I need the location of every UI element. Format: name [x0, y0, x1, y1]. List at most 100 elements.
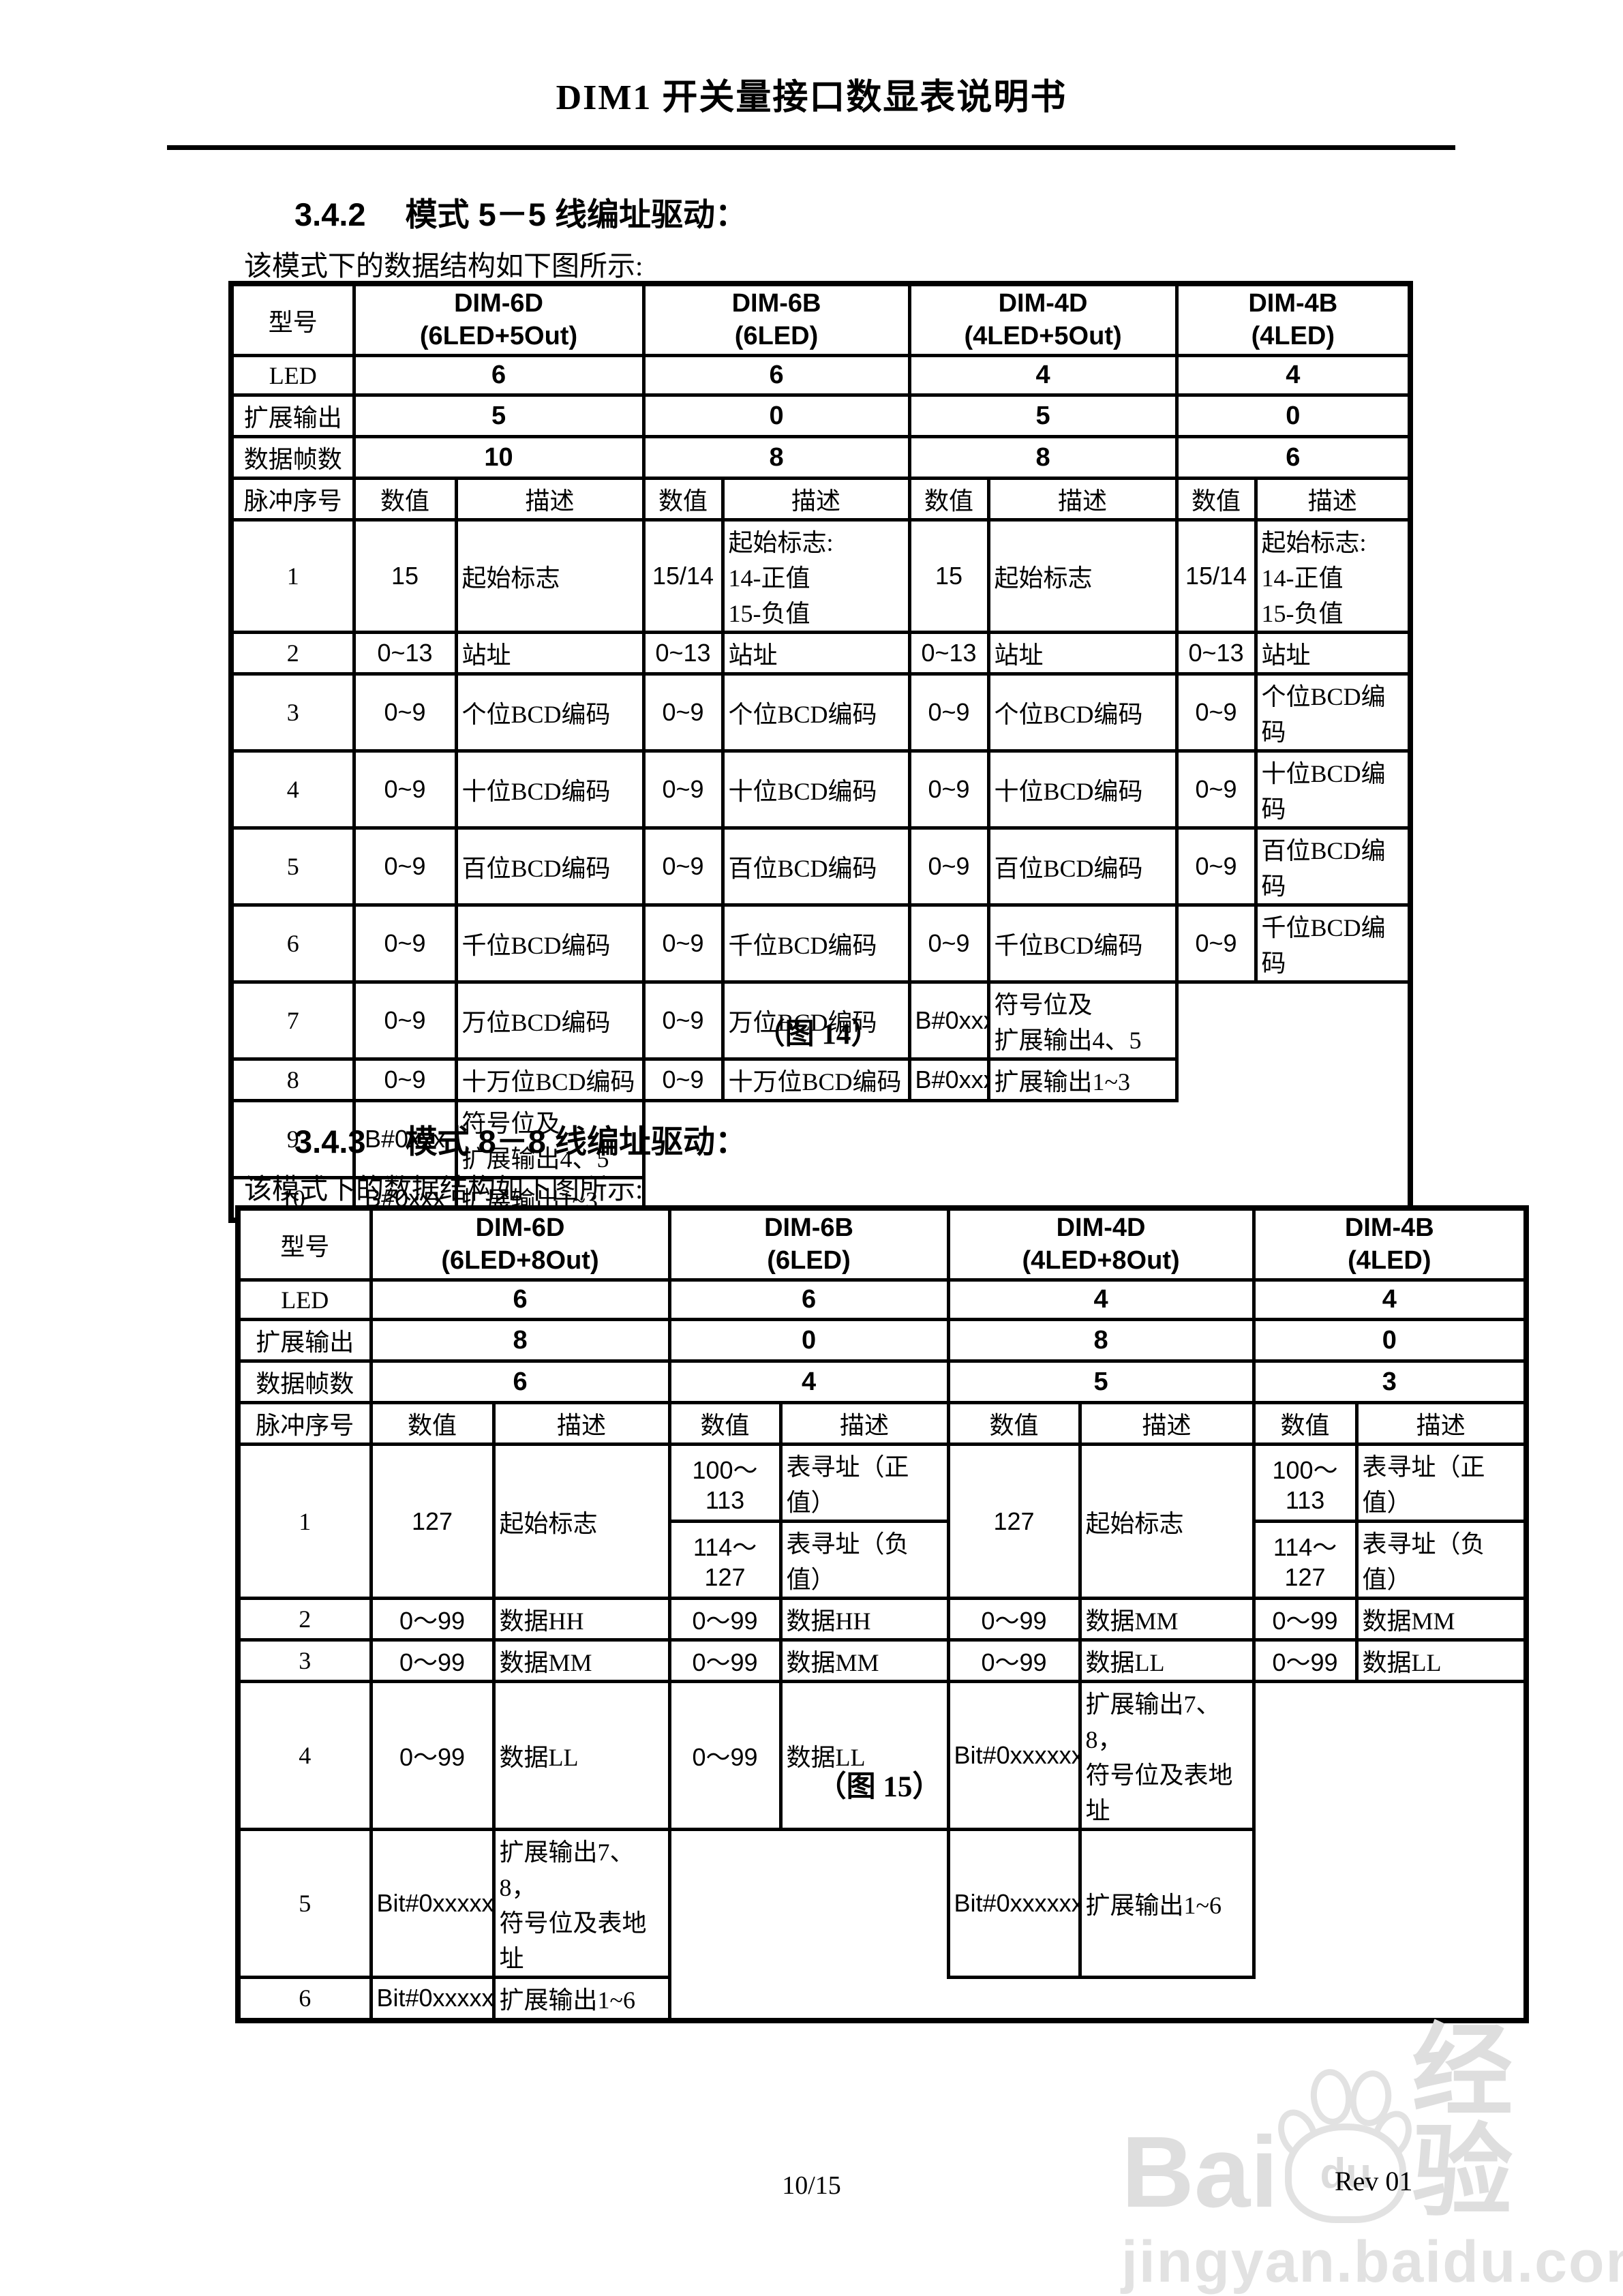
value-cell: 0~9 — [352, 1057, 458, 1102]
desc-cell: 千位BCD编码 — [454, 903, 646, 984]
spec-value: 5 — [946, 1359, 1256, 1404]
value-cell: B#0xxx — [907, 980, 990, 1061]
desc-cell: 数据MM — [778, 1638, 950, 1683]
spec-value: 6 — [369, 1278, 671, 1321]
value-cell: 0～99 — [946, 1597, 1082, 1642]
table-row: 1 127 起始标志 100～113 表寻址（正值） 127 起始标志 100～… — [236, 1442, 1528, 1600]
header-rule — [167, 145, 1455, 150]
seq-cell: 3 — [229, 672, 356, 753]
table-row: 4 0～99 数据LL 0～99 数据LL Bit#0xxxxxx 扩展输出7、… — [236, 1680, 1526, 1831]
model-sub: (6LED+5Out) — [419, 321, 578, 350]
value-cell: 0～99 — [1252, 1597, 1359, 1642]
value-cell: 127 — [369, 1442, 496, 1600]
spec-value: 6 — [1174, 435, 1412, 480]
section-title: 模式 5－5 线编址驱动： — [405, 196, 747, 232]
table-row: 数据帧数 6 4 5 3 — [236, 1359, 1528, 1404]
document-title: DIM1 开关量接口数显表说明书 — [556, 78, 1067, 117]
value-cell: 0~13 — [907, 631, 990, 676]
model-sub: (4LED+5Out) — [964, 321, 1122, 350]
desc-cell: 个位BCD编码 — [986, 672, 1179, 753]
spec-value: 10 — [352, 435, 646, 480]
section-heading-3-4-3: 3.4.3 模式 8－8 线编址驱动： — [294, 1115, 747, 1162]
seq-cell: 5 — [236, 1828, 373, 1979]
value-cell: 0~9 — [352, 903, 458, 984]
model-name: DIM-4D — [998, 289, 1088, 318]
value-cell: 15/14 — [1174, 518, 1258, 634]
table-mode-5-5: 型号 DIM-6D (6LED+5Out) DIM-6B (6LED) DIM-… — [228, 281, 1414, 1223]
column-header-value: 数值 — [1174, 477, 1258, 522]
value-cell: 15 — [352, 518, 458, 634]
value-cell: Bit#0xxxxxx — [369, 1828, 496, 1979]
seq-cell: 7 — [229, 980, 356, 1061]
desc-cell: 千位BCD编码 — [986, 903, 1179, 984]
seq-cell: 8 — [229, 1057, 356, 1102]
value-cell: 0~9 — [641, 1057, 725, 1102]
model-name: DIM-6B — [764, 1213, 853, 1242]
desc-cell: 扩展输出7、8， 符号位及表地址 — [1078, 1680, 1256, 1831]
desc-cell: 万位BCD编码 — [454, 980, 646, 1061]
desc-cell: 十万位BCD编码 — [721, 1057, 911, 1102]
seq-cell: 2 — [229, 631, 356, 676]
desc-cell: 表寻址（负值） — [778, 1520, 950, 1600]
table-row: 扩展输出 8 0 8 0 — [236, 1318, 1528, 1363]
model-sub: (6LED) — [767, 1245, 851, 1275]
watermark-bai-text: Bai — [1121, 2116, 1279, 2229]
table-row: 6 0~9 千位BCD编码 0~9 千位BCD编码 0~9 千位BCD编码 0~… — [229, 903, 1412, 984]
table-row: LED 6 6 4 4 — [229, 354, 1412, 397]
spec-value: 4 — [907, 354, 1179, 397]
watermark-jingyan-text: 经验 — [1412, 2015, 1513, 2229]
seq-cell: 1 — [229, 518, 356, 634]
value-cell: 0~9 — [907, 903, 990, 984]
model-sub: (4LED) — [1348, 1245, 1431, 1275]
spec-value: 5 — [352, 393, 646, 438]
table-row: LED 6 6 4 4 — [236, 1278, 1528, 1321]
empty-cell — [1254, 1682, 1526, 1830]
section-title: 模式 8－8 线编址驱动： — [405, 1123, 747, 1160]
paw-pad-icon: du — [1285, 2124, 1407, 2223]
spec-value: 4 — [946, 1278, 1256, 1321]
column-header-value: 数值 — [641, 477, 725, 522]
spec-value: 8 — [369, 1318, 671, 1363]
column-header-desc: 描述 — [454, 477, 646, 522]
desc-cell: 起始标志 — [454, 518, 646, 634]
empty-cell — [669, 1978, 1526, 2021]
table-row: 型号 DIM-6D (6LED+8Out) DIM-6B (6LED) DIM-… — [236, 1206, 1528, 1282]
column-header-value: 数值 — [946, 1401, 1082, 1446]
value-cell: 0~13 — [641, 631, 725, 676]
seq-cell: 4 — [236, 1680, 373, 1831]
desc-cell: 扩展输出1~6 — [491, 1976, 671, 2022]
model-sub: (6LED+8Out) — [441, 1245, 599, 1275]
table-row: 3 0～99 数据MM 0～99 数据MM 0～99 数据LL 0～99 数据L… — [236, 1638, 1528, 1683]
seq-cell: 9 — [229, 1099, 356, 1179]
seq-cell: 1 — [236, 1442, 373, 1600]
section-intro: 该模式下的数据结构如下图所示: — [244, 250, 643, 282]
desc-cell: 表寻址（负值） — [1354, 1520, 1528, 1600]
table-row: 2 0~13 站址 0~13 站址 0~13 站址 0~13 站址 — [229, 631, 1412, 676]
column-header-desc: 描述 — [986, 477, 1179, 522]
spec-label: 扩展输出 — [236, 1318, 373, 1363]
watermark-du-text: du — [1320, 2149, 1372, 2197]
table-row: 数据帧数 10 8 8 6 — [229, 435, 1412, 480]
value-cell: 0~9 — [352, 826, 458, 907]
spec-value: 0 — [667, 1318, 950, 1363]
model-header: DIM-6B (6LED) — [641, 282, 911, 357]
desc-cell: 扩展输出1~3 — [986, 1057, 1179, 1102]
spec-label: 数据帧数 — [229, 435, 356, 480]
watermark-url: jingyan.baidu.com — [1121, 2229, 1623, 2295]
table-row: 扩展输出 5 0 5 0 — [229, 393, 1412, 438]
desc-cell: 表寻址（正值） — [1354, 1442, 1528, 1523]
model-header: DIM-4B (4LED) — [1252, 1206, 1528, 1282]
value-cell: 0~9 — [641, 826, 725, 907]
value-cell: 114～127 — [1252, 1520, 1359, 1600]
model-name: DIM-4D — [1056, 1213, 1146, 1242]
value-cell: 0~9 — [907, 826, 990, 907]
value-cell: B#0xxx — [907, 1057, 990, 1102]
desc-cell: 起始标志 — [491, 1442, 671, 1600]
value-cell: 100～113 — [667, 1442, 783, 1523]
figure-caption-15: （图 15） — [817, 1771, 942, 1803]
value-cell: 114～127 — [667, 1520, 783, 1600]
model-sub: (6LED) — [734, 321, 819, 350]
value-cell: 15 — [907, 518, 990, 634]
table-row: 2 0～99 数据HH 0～99 数据HH 0～99 数据MM 0～99 数据M… — [236, 1597, 1528, 1642]
revision-label: Rev 01 — [1335, 2166, 1413, 2196]
